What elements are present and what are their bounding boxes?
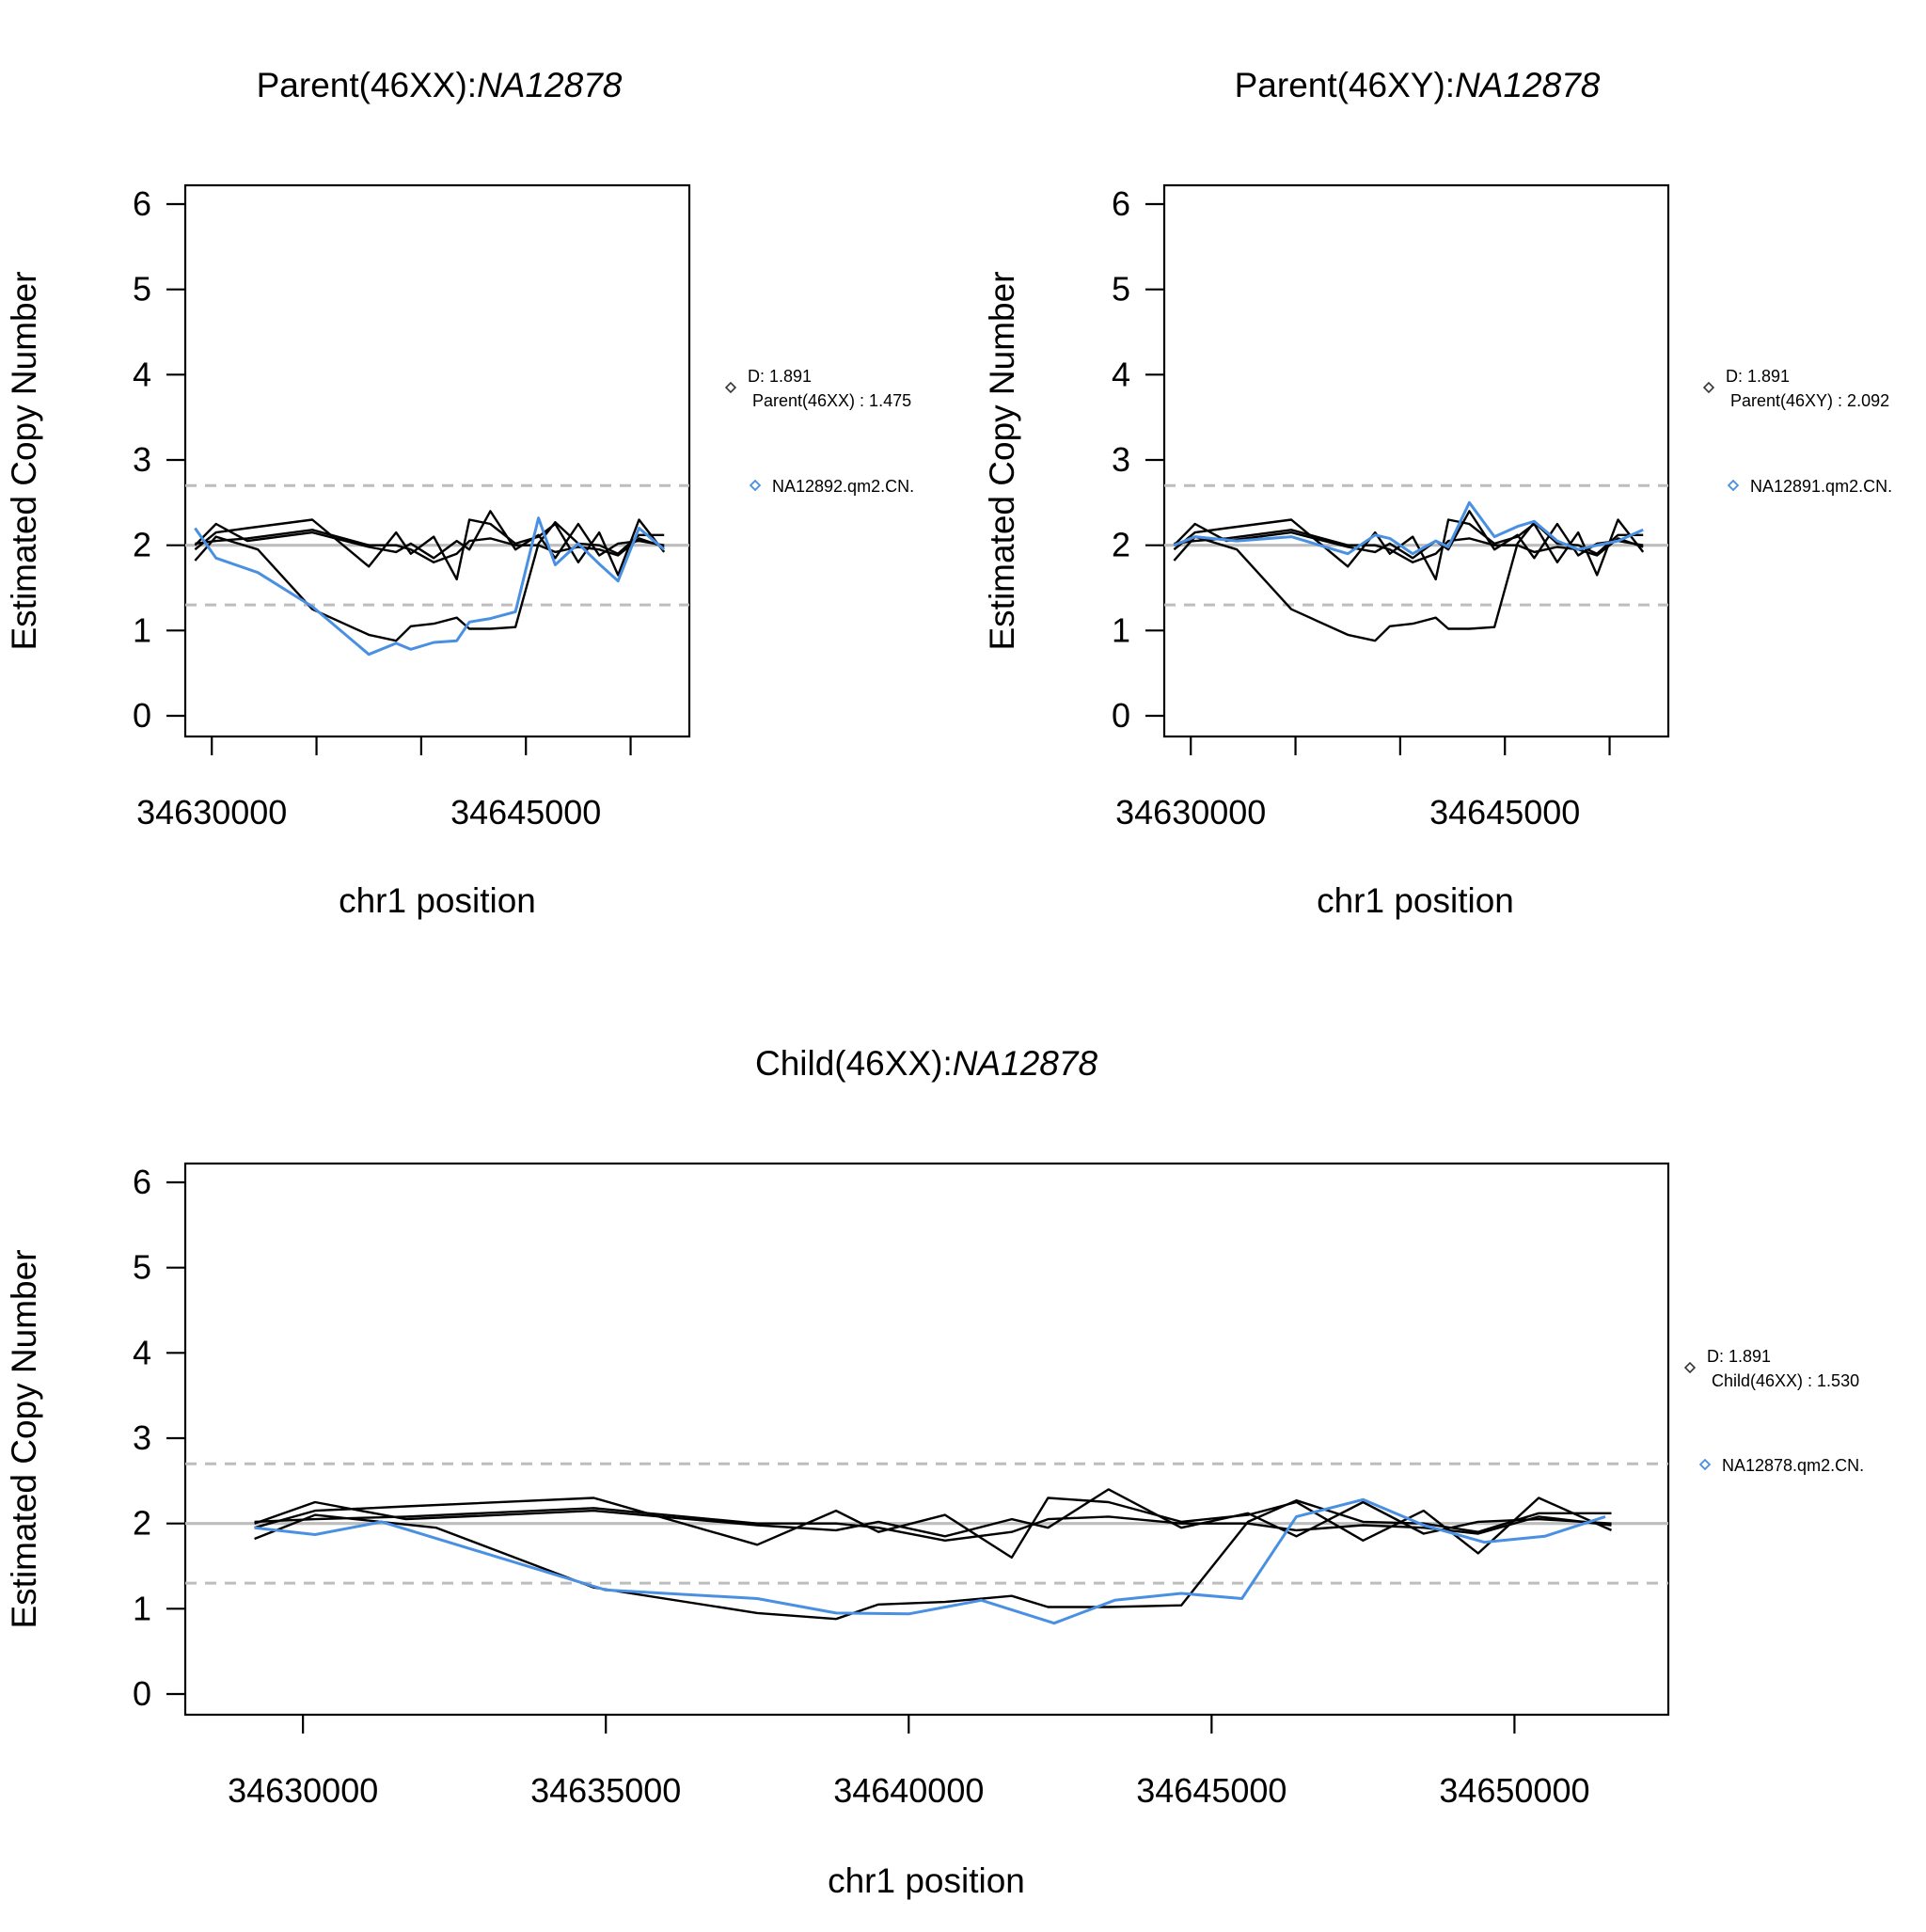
x-tick-label: 34645000 — [450, 793, 601, 831]
y-tick-label: 5 — [1112, 270, 1130, 309]
legend-d-value: Parent(46XY) : 2.092 — [1730, 391, 1889, 410]
sample-marker — [1698, 1458, 1712, 1471]
y-axis-label: Estimated Copy Number — [5, 1249, 43, 1628]
y-tick-label: 2 — [1112, 526, 1130, 564]
x-axis-label: chr1 position — [828, 1861, 1025, 1900]
x-axis-label: chr1 position — [1317, 881, 1514, 920]
x-axis: 34630000 34645000 — [1115, 736, 1611, 831]
y-tick-label: 4 — [1112, 355, 1130, 393]
control-line — [194, 518, 666, 581]
sample-series — [1173, 500, 1644, 556]
x-tick-label: 34635000 — [530, 1771, 681, 1810]
y-tick-label: 4 — [133, 1333, 151, 1371]
plot-frame — [183, 183, 691, 738]
sample-series — [194, 516, 666, 657]
y-tick-label: 6 — [133, 1163, 151, 1201]
x-tick-label: 34630000 — [228, 1771, 378, 1810]
x-tick-label: 34650000 — [1439, 1771, 1589, 1810]
y-tick-label: 3 — [133, 1418, 151, 1457]
control-line — [254, 1488, 1612, 1538]
y-axis: 0 1 2 3 4 5 6 — [133, 1163, 185, 1713]
legend: D: 1.891 Parent(46XX) : 1.475 NA12892.qm… — [724, 367, 914, 496]
x-tick-label: 34645000 — [1136, 1771, 1287, 1810]
y-tick-label: 3 — [133, 440, 151, 479]
legend: D: 1.891 Child(46XX) : 1.530 NA12878.qm2… — [1683, 1347, 1864, 1475]
x-tick-label: 34630000 — [1115, 793, 1266, 831]
panel-title: Child(46XX):NA12878 — [755, 1044, 1097, 1083]
y-tick-label: 0 — [133, 1674, 151, 1713]
control-line — [194, 521, 665, 642]
control-series — [254, 1488, 1612, 1621]
x-axis-label: chr1 position — [339, 881, 536, 920]
sample-line — [194, 516, 666, 657]
y-tick-label: 5 — [133, 1248, 151, 1287]
control-series — [194, 510, 666, 642]
sample-line — [254, 1497, 1606, 1625]
sample-marker — [749, 479, 762, 492]
x-tick-label: 34640000 — [833, 1771, 984, 1810]
legend-d-value: Parent(46XX) : 1.475 — [752, 391, 911, 410]
sample-marker — [1727, 479, 1740, 492]
x-tick-label: 34645000 — [1429, 793, 1580, 831]
control-line — [254, 1497, 1612, 1560]
control-series — [1173, 510, 1645, 642]
y-tick-label: 2 — [133, 1504, 151, 1543]
y-tick-label: 1 — [1112, 610, 1130, 649]
panel-title: Parent(46XY):NA12878 — [1235, 66, 1601, 104]
y-tick-label: 0 — [133, 696, 151, 735]
x-axis: 34630000 34635000 34640000 34645000 34650000 — [228, 1715, 1589, 1810]
y-axis: 0 1 2 3 4 5 6 — [133, 184, 185, 735]
d-marker — [724, 381, 737, 394]
y-tick-label: 6 — [1112, 184, 1130, 223]
control-line — [254, 1507, 1612, 1543]
plot-frame — [1162, 183, 1670, 738]
sample-line — [1173, 500, 1644, 556]
y-tick-label: 6 — [133, 184, 151, 223]
control-line — [194, 510, 665, 560]
legend-d-value: Child(46XX) : 1.530 — [1712, 1371, 1859, 1390]
legend-sample-label: NA12891.qm2.CN. — [1750, 477, 1892, 496]
y-tick-label: 1 — [133, 610, 151, 649]
legend-sample-label: NA12878.qm2.CN. — [1722, 1456, 1864, 1475]
y-tick-label: 2 — [133, 526, 151, 564]
control-line — [1173, 510, 1644, 560]
control-line — [195, 529, 665, 563]
y-tick-label: 1 — [133, 1589, 151, 1627]
y-tick-label: 3 — [1112, 440, 1130, 479]
legend-d-label: D: 1.891 — [748, 367, 812, 386]
y-axis-label: Estimated Copy Number — [983, 271, 1021, 650]
legend: D: 1.891 Parent(46XY) : 2.092 NA12891.qm… — [1702, 367, 1892, 496]
legend-d-label: D: 1.891 — [1726, 367, 1790, 386]
y-axis-label: Estimated Copy Number — [5, 271, 43, 650]
panel-title: Parent(46XX):NA12878 — [257, 66, 623, 104]
reference-lines — [185, 1462, 1668, 1585]
y-tick-label: 0 — [1112, 696, 1130, 735]
plot-frame — [183, 1162, 1670, 1717]
y-axis: 0 1 2 3 4 5 6 — [1112, 184, 1164, 735]
sample-series — [254, 1497, 1606, 1625]
d-marker — [1702, 381, 1715, 394]
x-axis: 34630000 34645000 — [136, 736, 632, 831]
control-line — [1173, 518, 1645, 581]
y-tick-label: 4 — [133, 355, 151, 393]
d-marker — [1683, 1361, 1697, 1374]
y-tick-label: 5 — [133, 270, 151, 309]
control-line — [1173, 521, 1644, 642]
legend-d-label: D: 1.891 — [1707, 1347, 1771, 1366]
legend-sample-label: NA12892.qm2.CN. — [772, 477, 914, 496]
x-tick-label: 34630000 — [136, 793, 287, 831]
